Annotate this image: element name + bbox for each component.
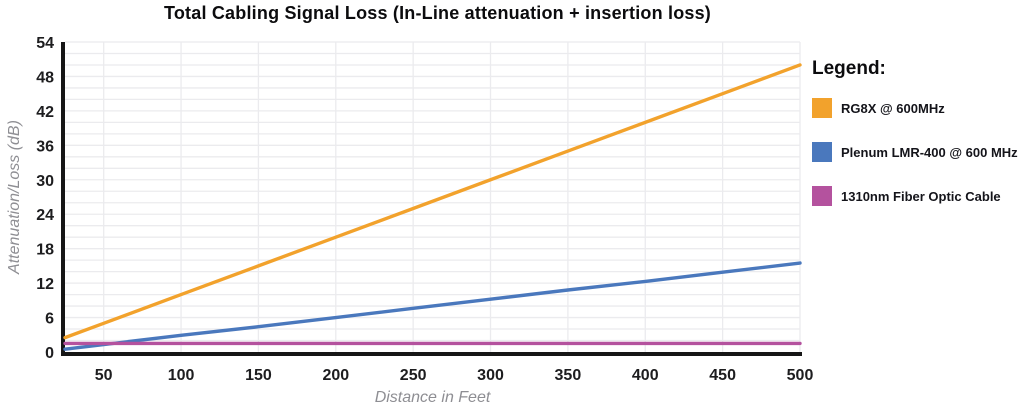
- y-tick-label: 36: [36, 138, 54, 155]
- y-tick-label: 12: [36, 276, 54, 293]
- y-axis-title-text: Attenuation/Loss (dB): [6, 120, 23, 274]
- legend-swatch-lmr400-icon: [812, 142, 832, 162]
- x-axis-title: Distance in Feet: [374, 389, 491, 406]
- y-tick-label: 0: [45, 345, 54, 362]
- legend-heading: Legend:: [812, 58, 886, 79]
- x-tick-label: 400: [632, 367, 659, 384]
- legend: Legend: RG8X @ 600MHz Plenum LMR-400 @ 6…: [812, 58, 1024, 230]
- legend-label-lmr400: Plenum LMR-400 @ 600 MHz: [841, 144, 1018, 160]
- x-tick-label: 350: [555, 367, 582, 384]
- legend-swatch-fiber-icon: [812, 186, 832, 206]
- y-tick-label: 18: [36, 242, 54, 259]
- y-tick-label: 24: [36, 207, 54, 224]
- x-tick-label: 100: [168, 367, 195, 384]
- y-tick-label: 6: [45, 311, 54, 328]
- y-tick-label: 54: [36, 35, 54, 52]
- legend-item-rg8x: RG8X @ 600MHz: [812, 98, 1024, 118]
- x-tick-label: 450: [709, 367, 736, 384]
- legend-label-fiber: 1310nm Fiber Optic Cable: [841, 188, 1001, 204]
- y-tick-label: 30: [36, 173, 54, 190]
- y-tick-label: 42: [36, 104, 54, 121]
- series-line-1: [63, 261, 802, 351]
- chart-title: Total Cabling Signal Loss (In-Line atten…: [164, 3, 711, 23]
- x-tick-label: 200: [322, 367, 349, 384]
- legend-label-rg8x: RG8X @ 600MHz: [841, 100, 945, 116]
- y-axis-title: Attenuation/Loss (dB): [0, 42, 30, 352]
- legend-item-lmr400: Plenum LMR-400 @ 600 MHz: [812, 142, 1024, 162]
- x-tick-label: 500: [787, 367, 814, 384]
- series-line-0: [63, 63, 802, 340]
- legend-swatch-rg8x-icon: [812, 98, 832, 118]
- y-tick-label: 48: [36, 69, 54, 86]
- x-tick-label: 50: [95, 367, 113, 384]
- legend-item-fiber: 1310nm Fiber Optic Cable: [812, 186, 1024, 206]
- x-tick-label: 300: [477, 367, 504, 384]
- x-tick-label: 250: [400, 367, 427, 384]
- x-tick-label: 150: [245, 367, 272, 384]
